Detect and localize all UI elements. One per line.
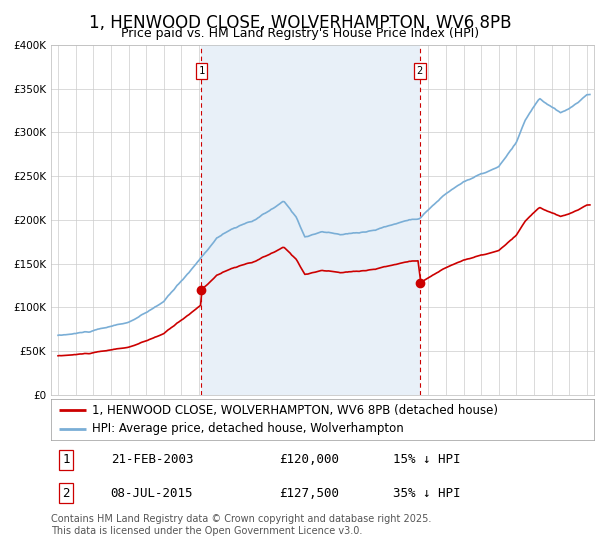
Text: 2: 2 bbox=[62, 487, 70, 500]
Text: Price paid vs. HM Land Registry's House Price Index (HPI): Price paid vs. HM Land Registry's House … bbox=[121, 27, 479, 40]
Text: 1: 1 bbox=[198, 66, 205, 76]
Bar bbox=[202, 45, 420, 395]
Text: 21-FEB-2003: 21-FEB-2003 bbox=[111, 453, 193, 466]
Text: 1, HENWOOD CLOSE, WOLVERHAMPTON, WV6 8PB: 1, HENWOOD CLOSE, WOLVERHAMPTON, WV6 8PB bbox=[89, 14, 511, 32]
Text: 08-JUL-2015: 08-JUL-2015 bbox=[111, 487, 193, 500]
Text: 15% ↓ HPI: 15% ↓ HPI bbox=[393, 453, 461, 466]
Text: 2: 2 bbox=[416, 66, 423, 76]
Text: £120,000: £120,000 bbox=[279, 453, 339, 466]
Text: £127,500: £127,500 bbox=[279, 487, 339, 500]
Text: 35% ↓ HPI: 35% ↓ HPI bbox=[393, 487, 461, 500]
Text: 1, HENWOOD CLOSE, WOLVERHAMPTON, WV6 8PB (detached house): 1, HENWOOD CLOSE, WOLVERHAMPTON, WV6 8PB… bbox=[92, 404, 498, 417]
Text: HPI: Average price, detached house, Wolverhampton: HPI: Average price, detached house, Wolv… bbox=[92, 422, 403, 435]
Text: Contains HM Land Registry data © Crown copyright and database right 2025.
This d: Contains HM Land Registry data © Crown c… bbox=[51, 514, 431, 536]
Text: 1: 1 bbox=[62, 453, 70, 466]
